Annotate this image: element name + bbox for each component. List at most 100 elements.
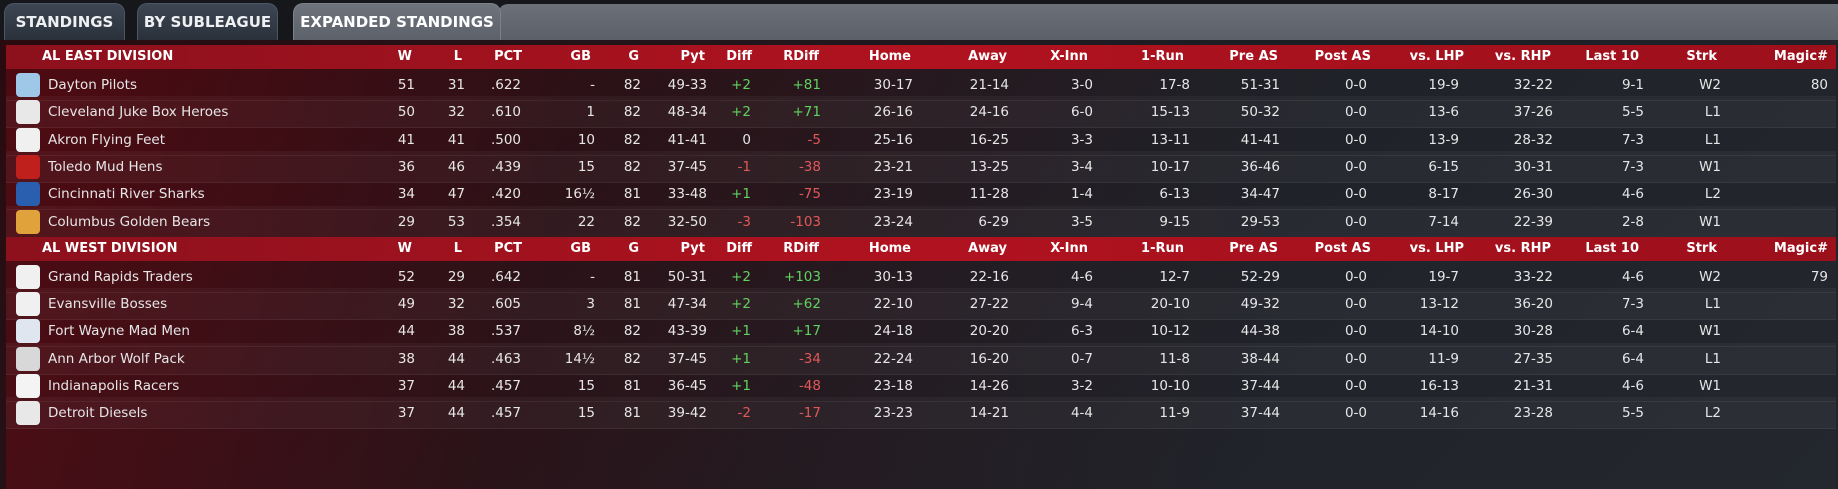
tab-by-subleague[interactable]: BY SUBLEAGUE — [137, 3, 278, 40]
cell-post-as: 0-0 — [1344, 296, 1367, 313]
team-name-link[interactable]: Cleveland Juke Box Heroes — [48, 104, 229, 121]
cell-l: 44 — [447, 350, 465, 367]
cell-vs-rhp: 23-28 — [1513, 405, 1553, 422]
tab-standings[interactable]: STANDINGS — [4, 3, 125, 40]
cell-post-as: 0-0 — [1344, 186, 1367, 203]
column-header-pyt[interactable]: Pyt — [680, 49, 705, 64]
column-header-away[interactable]: Away — [968, 240, 1007, 256]
team-name-link[interactable]: Fort Wayne Mad Men — [48, 323, 190, 340]
row-divider — [6, 319, 1836, 321]
team-name-link[interactable]: Indianapolis Racers — [48, 378, 180, 394]
cell-diff: +1 — [731, 378, 751, 394]
tab-expanded-standings[interactable]: EXPANDED STANDINGS — [293, 3, 501, 40]
column-header-rdiff[interactable]: RDiff — [783, 49, 819, 64]
row-divider — [6, 127, 1836, 129]
cell-post-as: 0-0 — [1344, 378, 1367, 394]
cell-x-inn: 3-2 — [1070, 378, 1093, 394]
column-header-pct[interactable]: PCT — [494, 49, 522, 64]
column-header-home[interactable]: Home — [868, 49, 911, 64]
column-header-post-as[interactable]: Post AS — [1314, 240, 1371, 256]
column-header-diff[interactable]: Diff — [726, 49, 752, 64]
cell-1-run: 11-9 — [1159, 405, 1190, 422]
column-header-last-10[interactable]: Last 10 — [1585, 240, 1639, 256]
cell-pre-as: 44-38 — [1240, 323, 1280, 340]
cell-last-10: 5-5 — [1621, 405, 1644, 422]
column-header-w[interactable]: W — [397, 49, 412, 64]
team-row[interactable]: Detroit Diesels 37 44 .457 15 81 39-42 -2 -17 23-… — [6, 397, 1836, 430]
column-header-diff[interactable]: Diff — [726, 240, 752, 256]
team-row[interactable]: Columbus Golden Bears 29 53 .354 22 82 32-50 -3… — [6, 205, 1836, 238]
team-row[interactable]: Toledo Mud Hens 36 46 .439 15 82 37-45 -1 -38 23-… — [6, 150, 1836, 183]
cell-pct: .642 — [490, 268, 521, 285]
column-header-pyt[interactable]: Pyt — [680, 240, 705, 256]
column-header-magic[interactable]: Magic# — [1773, 49, 1828, 64]
column-header-1-run[interactable]: 1-Run — [1141, 49, 1184, 64]
cell-home: 24-18 — [873, 323, 913, 340]
column-header-strk[interactable]: Strk — [1686, 240, 1717, 256]
column-header-post-as[interactable]: Post AS — [1314, 49, 1371, 64]
cell-strk: L1 — [1704, 350, 1721, 367]
column-header-vs-lhp[interactable]: vs. LHP — [1409, 49, 1464, 64]
cell-rdiff: +71 — [792, 104, 822, 121]
cell-diff: +1 — [731, 186, 751, 203]
column-header-g[interactable]: G — [628, 49, 639, 64]
column-header-magic[interactable]: Magic# — [1773, 240, 1828, 256]
team-name-link[interactable]: Columbus Golden Bears — [48, 213, 211, 230]
column-header-l[interactable]: L — [453, 240, 462, 256]
cell-g: 81 — [623, 405, 641, 422]
column-header-away[interactable]: Away — [968, 49, 1007, 64]
sharks-logo-icon — [16, 182, 40, 207]
team-name-link[interactable]: Evansville Bosses — [48, 296, 168, 313]
team-row[interactable]: Ann Arbor Wolf Pack 38 44 .463 14½ 82 37-45 +1 -… — [6, 342, 1836, 375]
column-header-pct[interactable]: PCT — [494, 240, 522, 256]
team-row[interactable]: Cincinnati River Sharks 34 47 .420 16½ 81 33-4… — [6, 178, 1836, 211]
column-header-x-inn[interactable]: X-Inn — [1050, 240, 1088, 256]
cell-last-10: 7-3 — [1621, 131, 1644, 148]
cell-w: 41 — [397, 131, 415, 148]
column-header-vs-lhp[interactable]: vs. LHP — [1409, 240, 1464, 256]
column-header-x-inn[interactable]: X-Inn — [1050, 49, 1088, 64]
column-header-pre-as[interactable]: Pre AS — [1229, 49, 1278, 64]
team-name-link[interactable]: Ann Arbor Wolf Pack — [48, 350, 185, 367]
column-header-pre-as[interactable]: Pre AS — [1229, 240, 1278, 256]
team-name-link[interactable]: Akron Flying Feet — [48, 131, 166, 148]
team-name-link[interactable]: Detroit Diesels — [48, 405, 148, 422]
team-row[interactable]: Dayton Pilots 51 31 .622 - 82 49-33 +2 +81 30-17 2… — [6, 69, 1836, 101]
cell-pyt: 36-45 — [667, 378, 707, 394]
column-header-vs-rhp[interactable]: vs. RHP — [1494, 49, 1551, 64]
column-header-w[interactable]: W — [397, 240, 412, 256]
column-header-l[interactable]: L — [453, 49, 462, 64]
column-header-last-10[interactable]: Last 10 — [1585, 49, 1639, 64]
cell-pct: .463 — [490, 350, 521, 367]
cell-home: 23-24 — [873, 213, 913, 230]
team-name-link[interactable]: Dayton Pilots — [48, 77, 137, 93]
team-row[interactable]: Cleveland Juke Box Heroes 50 32 .610 1 82 48-3… — [6, 96, 1836, 129]
cell-gb: 8½ — [573, 323, 595, 340]
team-row[interactable]: Grand Rapids Traders 52 29 .642 - 81 50-31 +2 +1… — [6, 261, 1836, 293]
column-header-gb[interactable]: GB — [570, 240, 591, 256]
column-header-strk[interactable]: Strk — [1686, 49, 1717, 64]
team-name-link[interactable]: Cincinnati River Sharks — [48, 186, 205, 203]
column-header-gb[interactable]: GB — [570, 49, 591, 64]
team-row[interactable]: Fort Wayne Mad Men 44 38 .537 8½ 82 43-39 +1 +17… — [6, 315, 1836, 348]
column-header-1-run[interactable]: 1-Run — [1141, 240, 1184, 256]
team-row[interactable]: Indianapolis Racers 37 44 .457 15 81 36-45 +1 -4… — [6, 370, 1836, 402]
cell-vs-rhp: 32-22 — [1513, 77, 1553, 93]
cell-away: 13-25 — [969, 158, 1009, 175]
cell-strk: W1 — [1699, 213, 1721, 230]
cell-pyt: 37-45 — [667, 350, 707, 367]
cell-pct: .439 — [490, 158, 521, 175]
cell-gb: - — [590, 77, 595, 93]
column-header-g[interactable]: G — [628, 240, 639, 256]
column-header-rdiff[interactable]: RDiff — [783, 240, 819, 256]
column-header-home[interactable]: Home — [868, 240, 911, 256]
team-name-link[interactable]: Toledo Mud Hens — [48, 158, 163, 175]
team-name-link[interactable]: Grand Rapids Traders — [48, 268, 193, 285]
column-header-vs-rhp[interactable]: vs. RHP — [1494, 240, 1551, 256]
cell-rdiff: +81 — [792, 77, 822, 93]
cell-strk: W2 — [1699, 268, 1721, 285]
row-divider — [6, 100, 1836, 101]
wolfpack-logo-icon — [16, 346, 40, 371]
team-row[interactable]: Akron Flying Feet 41 41 .500 10 82 41-41 0 -5 25-… — [6, 124, 1836, 156]
team-row[interactable]: Evansville Bosses 49 32 .605 3 81 47-34 +2 +62 22… — [6, 288, 1836, 321]
